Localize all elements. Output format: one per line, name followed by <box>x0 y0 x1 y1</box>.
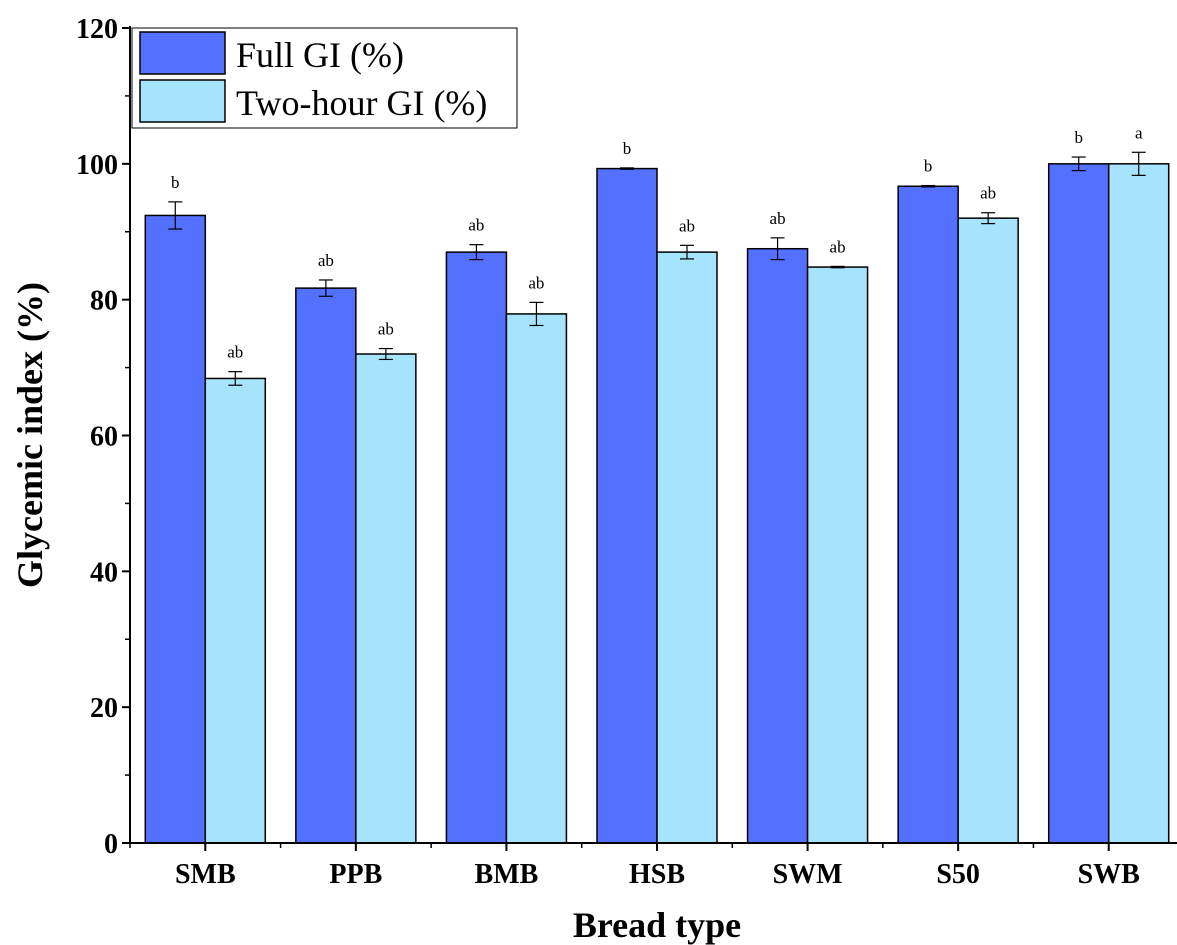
bar-full-gi-swm <box>746 247 809 844</box>
error-bar <box>830 265 845 269</box>
error-bar <box>529 301 544 327</box>
error-bar <box>620 167 634 170</box>
error-bar <box>378 347 393 361</box>
error-bar <box>921 184 936 188</box>
bar-two-hour-gi-bmb <box>505 313 568 844</box>
significance-label: b <box>924 157 933 176</box>
error-bar <box>1131 151 1146 176</box>
x-tick-label: SMB <box>175 859 236 890</box>
axes-layer <box>122 26 1177 851</box>
error-bar <box>469 244 484 261</box>
x-tick-label: S50 <box>936 859 980 890</box>
significance-label: ab <box>227 343 243 362</box>
legend-label-full-gi: Full GI (%) <box>236 35 404 75</box>
bar-full-gi-s50 <box>897 185 959 844</box>
legend: Full GI (%) Two-hour GI (%) <box>131 27 518 129</box>
error-bar <box>680 244 694 260</box>
significance-label: ab <box>528 273 544 292</box>
bar-full-gi-smb <box>144 214 207 844</box>
significance-label: a <box>1135 123 1143 142</box>
bar-full-gi-hsb <box>596 167 658 844</box>
significance-label: ab <box>980 184 996 203</box>
x-tick-label: PPB <box>329 859 382 890</box>
x-tick-label: SWM <box>773 859 843 890</box>
labels-layer: b ab SMB ab ab PPB ab ab BMB b ab HSB ab ab SWM b ab S50 b… <box>76 14 1143 890</box>
y-tick-label: 100 <box>76 150 118 181</box>
legend-swatch-full-gi <box>139 31 226 75</box>
bar-two-hour-gi-swb <box>1107 163 1170 844</box>
y-tick-label: 40 <box>90 557 118 588</box>
y-tick-label: 60 <box>90 422 118 453</box>
significance-label: b <box>1074 128 1083 147</box>
bar-two-hour-gi-ppb <box>355 353 417 844</box>
significance-label: ab <box>830 237 846 256</box>
y-tick-label: 120 <box>76 14 118 45</box>
significance-label: ab <box>770 209 786 228</box>
bar-two-hour-gi-swm <box>806 266 869 844</box>
significance-label: ab <box>378 320 394 339</box>
error-bar <box>770 237 785 261</box>
bar-full-gi-swb <box>1047 163 1110 844</box>
bar-two-hour-gi-s50 <box>957 217 1019 844</box>
bars-layer <box>144 151 1170 844</box>
x-tick-label: BMB <box>475 859 539 890</box>
error-bar <box>318 279 333 297</box>
error-bar <box>1071 156 1086 172</box>
significance-label: ab <box>679 216 695 235</box>
x-tick-label: SWB <box>1078 859 1140 890</box>
significance-label: b <box>171 173 180 192</box>
error-bar <box>228 371 243 386</box>
error-bar <box>981 212 996 225</box>
y-tick-label: 20 <box>90 693 118 724</box>
significance-label: b <box>623 139 632 158</box>
y-tick-label: 80 <box>90 286 118 317</box>
bar-two-hour-gi-hsb <box>656 251 718 844</box>
bar-two-hour-gi-smb <box>204 377 267 844</box>
bar-full-gi-bmb <box>445 251 508 844</box>
significance-label: ab <box>318 251 334 270</box>
legend-label-two-hour-gi: Two-hour GI (%) <box>236 83 487 123</box>
y-axis-title: Glycemic index (%) <box>10 282 50 588</box>
legend-swatch-two-hour-gi <box>139 79 226 123</box>
x-axis-title: Bread type <box>573 905 741 945</box>
x-tick-label: HSB <box>629 859 685 890</box>
y-tick-label: 0 <box>104 829 118 860</box>
bar-full-gi-ppb <box>295 287 357 844</box>
significance-label: ab <box>468 216 484 235</box>
error-bar <box>168 201 183 230</box>
